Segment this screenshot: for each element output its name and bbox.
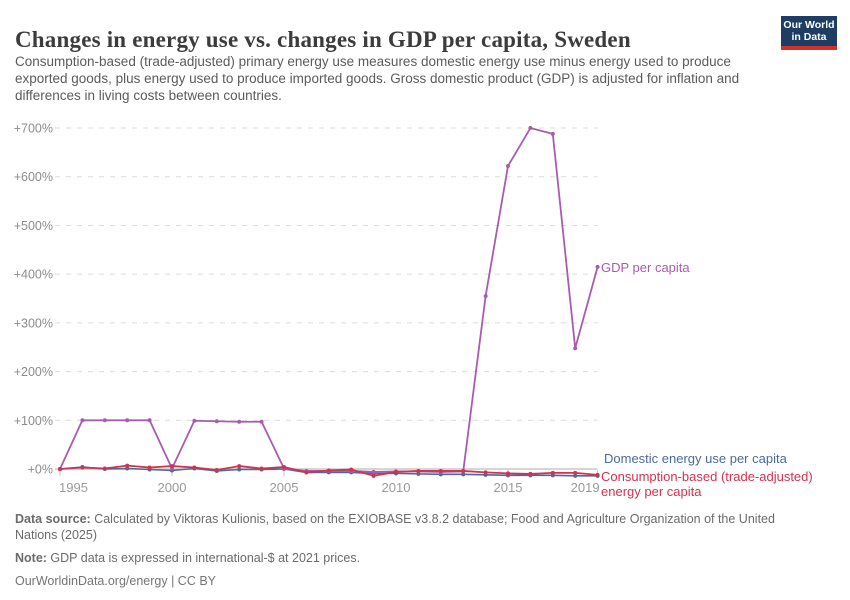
svg-text:2015: 2015	[494, 480, 523, 495]
svg-text:+400%: +400%	[14, 268, 53, 282]
svg-text:2019: 2019	[571, 480, 600, 495]
gdp-series-label: GDP per capita	[601, 260, 690, 275]
chart-subtitle: Consumption-based (trade-adjusted) prima…	[15, 54, 740, 103]
note-line: Note: GDP data is expressed in internati…	[15, 550, 815, 566]
note-label: Note:	[15, 551, 47, 565]
data-source-line: Data source: Calculated by Viktoras Kuli…	[15, 511, 815, 543]
svg-text:+0%: +0%	[28, 463, 53, 477]
svg-text:+200%: +200%	[14, 365, 53, 379]
data-source-text: Calculated by Viktoras Kulionis, based o…	[15, 512, 775, 542]
svg-text:+500%: +500%	[14, 219, 53, 233]
consumption-label-line2: energy per capita	[601, 484, 702, 499]
page-title: Changes in energy use vs. changes in GDP…	[15, 27, 631, 53]
consumption-label-line1: Consumption-based (trade-adjusted)	[601, 469, 813, 484]
footer: Data source: Calculated by Viktoras Kuli…	[15, 511, 815, 596]
svg-text:+100%: +100%	[14, 414, 53, 428]
svg-text:2005: 2005	[270, 480, 299, 495]
note-text: GDP data is expressed in international-$…	[46, 551, 361, 565]
svg-text:+700%: +700%	[14, 122, 53, 136]
domestic-energy-series-label: Domestic energy use per capita	[604, 451, 787, 466]
data-source-label: Data source:	[15, 512, 91, 526]
svg-text:2010: 2010	[382, 480, 411, 495]
svg-text:+300%: +300%	[14, 316, 53, 330]
svg-text:2000: 2000	[158, 480, 187, 495]
svg-text:+600%: +600%	[14, 170, 53, 184]
logo-line1: Our World	[783, 19, 835, 31]
citation-line: OurWorldinData.org/energy | CC BY	[15, 574, 217, 588]
logo-line2: in Data	[791, 31, 827, 43]
svg-text:1995: 1995	[59, 480, 88, 495]
consumption-energy-series-label: Consumption-based (trade-adjusted) energ…	[601, 469, 831, 499]
owid-logo: Our World in Data	[781, 16, 837, 50]
